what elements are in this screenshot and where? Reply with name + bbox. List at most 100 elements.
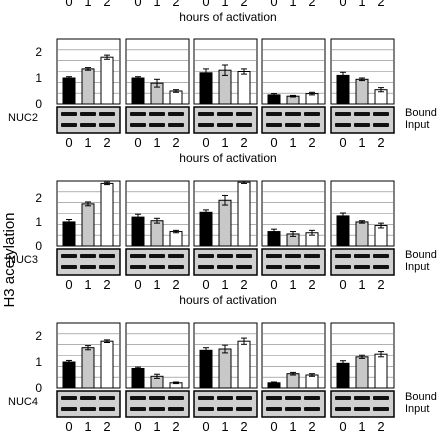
- gel-band-input: [61, 407, 77, 411]
- gel-band-bound: [99, 396, 115, 400]
- bar: [199, 349, 213, 389]
- y-tick-label: 1: [35, 215, 42, 229]
- gel-band-bound: [285, 112, 301, 116]
- bar: [374, 225, 388, 247]
- gel-band-input: [304, 123, 320, 127]
- gel-band-input: [61, 123, 77, 127]
- bar: [150, 220, 164, 247]
- x-tick-label: 1: [358, 277, 365, 292]
- gel-strip: [125, 390, 190, 418]
- bar: [81, 68, 95, 105]
- gel-band-bound: [130, 396, 146, 400]
- gel-strip: [125, 106, 190, 134]
- gel-band-input: [285, 123, 301, 127]
- gel-band-input: [80, 407, 96, 411]
- x-tick-label: 2: [308, 277, 315, 292]
- bar: [237, 71, 251, 105]
- gel-band-bound: [373, 254, 389, 258]
- gel-band-bound: [285, 254, 301, 258]
- x-tick-label: 1: [84, 419, 91, 434]
- gel-band-input: [99, 265, 115, 269]
- y-tick-label: 2: [35, 329, 42, 343]
- gel-strip: [125, 248, 190, 276]
- x-tick-label: 0: [202, 135, 209, 150]
- gel-band-input: [373, 123, 389, 127]
- gel-band-bound: [236, 254, 252, 258]
- bar: [286, 373, 300, 389]
- gel-band-bound: [236, 396, 252, 400]
- x-tick-label: 1: [289, 135, 296, 150]
- x-tick-label: 0: [202, 419, 209, 434]
- x-tick-label: 1: [358, 419, 365, 434]
- gel-band-input: [304, 265, 320, 269]
- bar: [355, 78, 369, 105]
- bar: [355, 221, 369, 247]
- x-axis-label: hours of activation: [179, 293, 276, 307]
- x-tick-label: 0: [134, 419, 141, 434]
- gel-band-bound: [130, 254, 146, 258]
- y-tick-label: 0: [35, 97, 42, 111]
- gel-label-input: Input: [405, 261, 429, 273]
- gel-band-input: [168, 265, 184, 269]
- bar: [131, 216, 145, 247]
- x-tick-label: 0: [134, 135, 141, 150]
- x-axis-label: hours of activation: [179, 151, 276, 165]
- x-tick-label: 2: [240, 135, 247, 150]
- bar: [169, 231, 183, 247]
- gel-band-bound: [236, 112, 252, 116]
- gel-band-bound: [168, 396, 184, 400]
- x-tick-label: 2: [308, 135, 315, 150]
- gel-band-bound: [217, 112, 233, 116]
- gel-band-input: [198, 123, 214, 127]
- gel-band-bound: [198, 112, 214, 116]
- gel-band-input: [354, 407, 370, 411]
- gel-band-bound: [304, 396, 320, 400]
- gel-band-input: [266, 407, 282, 411]
- top-tick-label: 2: [172, 0, 179, 9]
- bar: [100, 340, 114, 389]
- bar: [374, 353, 388, 389]
- x-tick-label: 1: [289, 419, 296, 434]
- gel-band-bound: [80, 112, 96, 116]
- gel-label-bound: Bound: [405, 249, 437, 261]
- gel-band-input: [80, 123, 96, 127]
- top-tick-label: 0: [339, 0, 346, 9]
- x-tick-label: 0: [65, 419, 72, 434]
- gel-strip: [193, 106, 258, 134]
- gel-band-bound: [285, 396, 301, 400]
- gel-band-input: [236, 265, 252, 269]
- y-axis-label: H3 acetylation: [1, 212, 18, 307]
- x-tick-label: 1: [221, 135, 228, 150]
- x-tick-label: 1: [153, 135, 160, 150]
- gel-band-input: [373, 265, 389, 269]
- x-tick-label: 1: [153, 277, 160, 292]
- y-tick-label: 1: [35, 355, 42, 369]
- gel-strip: [56, 390, 121, 418]
- bar: [218, 199, 232, 247]
- gel-band-input: [149, 265, 165, 269]
- gel-band-input: [304, 407, 320, 411]
- top-tick-label: 1: [221, 0, 228, 9]
- top-tick-label: 0: [270, 0, 277, 9]
- gel-band-bound: [354, 396, 370, 400]
- x-tick-label: 0: [202, 277, 209, 292]
- bar: [62, 221, 76, 247]
- gel-band-input: [130, 123, 146, 127]
- bar: [100, 56, 114, 105]
- gel-band-input: [236, 407, 252, 411]
- gel-band-input: [99, 407, 115, 411]
- gel-band-bound: [217, 254, 233, 258]
- bar: [355, 356, 369, 389]
- x-tick-label: 1: [221, 419, 228, 434]
- gel-band-input: [236, 123, 252, 127]
- top-tick-label: 2: [377, 0, 384, 9]
- gel-band-bound: [149, 112, 165, 116]
- x-tick-label: 2: [172, 135, 179, 150]
- gel-band-input: [168, 123, 184, 127]
- gel-label-input: Input: [405, 119, 429, 131]
- bar: [336, 362, 350, 389]
- top-tick-label: 0: [134, 0, 141, 9]
